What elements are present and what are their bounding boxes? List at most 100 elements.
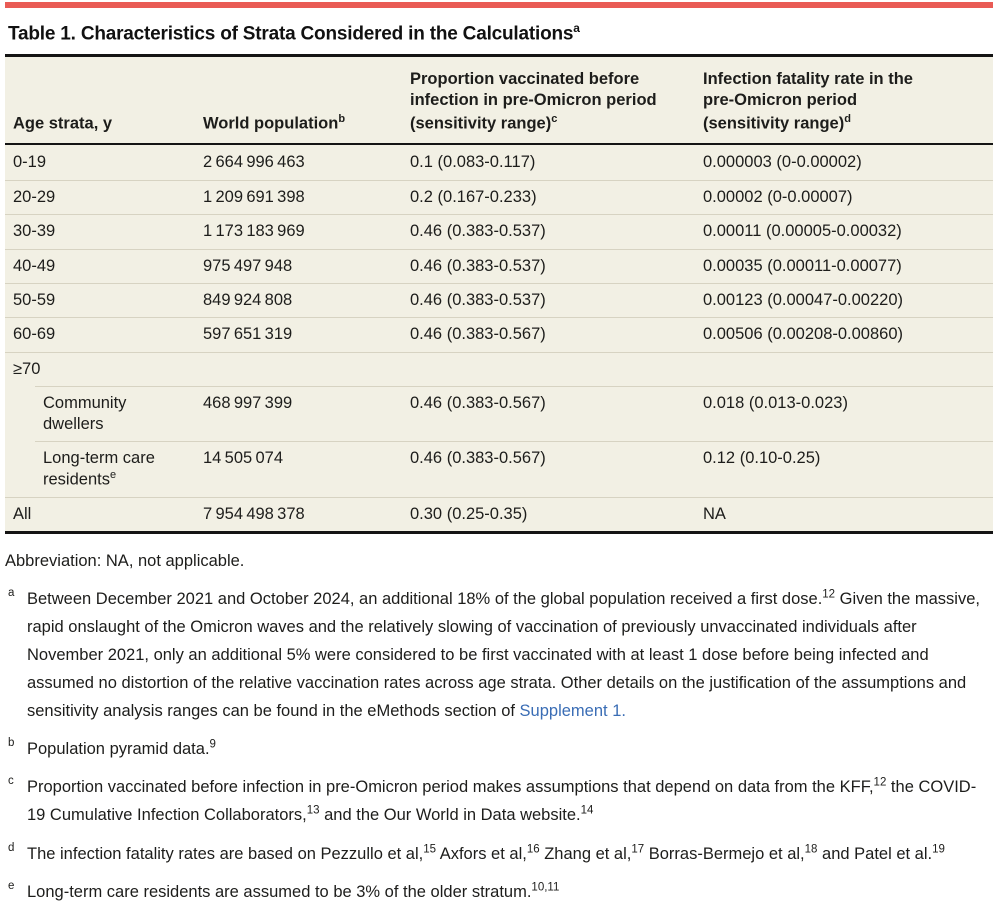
strata-table: Age strata, y World populationb Proporti… (5, 57, 993, 535)
footnote-e: e Long-term care residents are assumed to… (5, 878, 993, 906)
table-row: Community dwellers 468 997 399 0.46 (0.383… (5, 386, 993, 441)
infection-fatality-cell: 0.000003 (0-0.00002) (703, 153, 862, 172)
infection-fatality-cell: 0.018 (0.013-0.023) (703, 394, 848, 413)
supplement-link[interactable]: Supplement 1. (519, 702, 626, 721)
footnotes-section: Abbreviation: NA, not applicable. a Betwee… (5, 547, 993, 906)
table-title: Table 1. Characteristics of Strata Consi… (8, 21, 993, 45)
table-row: 40-49 975 497 948 0.46 (0.383-0.537) 0.0003… (5, 248, 993, 283)
reference-superscript: 19 (932, 843, 945, 856)
reference-superscript: 18 (804, 843, 818, 856)
age-strata-cell: 60-69 (13, 325, 56, 344)
column-header-age-strata: Age strata, y (13, 112, 203, 135)
infection-fatality-cell: 0.00035 (0.00011-0.00077) (703, 256, 902, 275)
footnote-c: c Proportion vaccinated before infection … (5, 773, 993, 829)
reference-superscript: 9 (209, 738, 216, 751)
footnote-letter: a (8, 587, 15, 600)
column-header-label: World population (203, 114, 339, 133)
reference-superscript: 10,11 (531, 881, 560, 894)
column-header-infection-fatality-rate: Infection fatality rate in the pre-Omicr… (703, 69, 955, 134)
world-population-cell: 1 173 183 969 (203, 222, 305, 241)
column-header-sup: c (551, 112, 558, 125)
column-header-label: Proportion vaccinated before infection i… (410, 70, 657, 133)
row-separator (5, 317, 993, 319)
column-header-label: Age strata, y (13, 114, 113, 133)
age-strata-cell: ≥70 (13, 359, 41, 378)
proportion-vaccinated-cell: 0.46 (0.383-0.567) (410, 325, 546, 344)
footnote-letter: c (8, 775, 14, 788)
world-population-cell: 14 505 074 (203, 449, 284, 468)
age-strata-cell: Community dwellers (43, 394, 127, 433)
row-separator (5, 179, 993, 181)
footnote-letter: e (8, 879, 15, 892)
world-population-cell (203, 359, 410, 379)
age-strata-cell: 20-29 (13, 187, 56, 206)
proportion-vaccinated-cell: 0.46 (0.383-0.567) (410, 394, 546, 413)
footnote-b: b Population pyramid data.9 (5, 735, 993, 763)
table-row: 60-69 597 651 319 0.46 (0.383-0.567) 0.0050… (5, 317, 993, 351)
reference-superscript: 17 (631, 843, 645, 856)
world-population-cell: 1 209 691 398 (203, 187, 305, 206)
column-header-world-population: World populationb (203, 112, 410, 135)
age-strata-cell: All (13, 504, 32, 523)
age-strata-cell: Long-term care residentse (43, 449, 155, 489)
accent-bar (5, 2, 993, 8)
table-row: 50-59 849 924 808 0.46 (0.383-0.537) 0.0012… (5, 282, 993, 317)
reference-superscript: 12 (822, 588, 836, 601)
infection-fatality-cell: NA (703, 504, 726, 523)
infection-fatality-cell: 0.00506 (0.00208-0.00860) (703, 325, 903, 344)
footnote-a: a Between December 2021 and October 2024,… (5, 585, 993, 725)
age-strata-cell: 50-59 (13, 290, 56, 309)
column-header-label: Infection fatality rate in the pre-Omicr… (703, 70, 913, 133)
proportion-vaccinated-cell: 0.2 (0.167-0.233) (410, 187, 537, 206)
reference-superscript: 14 (580, 804, 594, 817)
world-population-cell: 849 924 808 (203, 290, 293, 309)
infection-fatality-cell: 0.12 (0.10-0.25) (703, 449, 821, 468)
column-header-sup: d (844, 112, 851, 125)
footnote-marker: e (109, 468, 117, 481)
proportion-vaccinated-cell: 0.46 (0.383-0.537) (410, 222, 546, 241)
row-separator (35, 441, 993, 443)
age-strata-cell: 0-19 (13, 153, 47, 172)
reference-superscript: 16 (526, 843, 540, 856)
proportion-vaccinated-cell: 0.46 (0.383-0.537) (410, 290, 546, 309)
footnote-letter: d (8, 841, 15, 854)
table-title-text: Table 1. Characteristics of Strata Consi… (8, 23, 574, 45)
proportion-vaccinated-cell: 0.1 (0.083-0.117) (410, 153, 536, 172)
world-population-cell: 7 954 498 378 (203, 504, 305, 523)
world-population-cell: 468 997 399 (203, 394, 293, 413)
table-row: Long-term care residentse 14 505 074 0.46 … (5, 441, 993, 496)
reference-superscript: 12 (873, 776, 887, 789)
reference-superscript: 15 (423, 843, 437, 856)
infection-fatality-cell: 0.00011 (0.00005-0.00032) (703, 222, 902, 241)
table-group-row: ≥70 (5, 351, 993, 386)
table-row: 20-29 1 209 691 398 0.2 (0.167-0.233) 0.000… (5, 179, 993, 214)
table-header-row: Age strata, y World populationb Proporti… (5, 57, 993, 143)
table-body: 0-19 2 664 996 463 0.1 (0.083-0.117) 0.0000… (5, 145, 993, 531)
row-separator (5, 496, 993, 498)
table-row: 30-39 1 173 183 969 0.46 (0.383-0.537) 0.00… (5, 214, 993, 248)
proportion-vaccinated-cell: 0.46 (0.383-0.567) (410, 449, 546, 468)
infection-fatality-cell: 0.00123 (0.00047-0.00220) (703, 290, 903, 309)
world-population-cell: 2 664 996 463 (203, 153, 305, 172)
column-header-proportion-vaccinated: Proportion vaccinated before infection i… (410, 69, 676, 134)
infection-fatality-cell: 0.00002 (0-0.00007) (703, 187, 853, 206)
table-row: All 7 954 498 378 0.30 (0.25-0.35) NA (5, 496, 993, 531)
proportion-vaccinated-cell: 0.30 (0.25-0.35) (410, 504, 528, 523)
row-separator (5, 351, 993, 353)
proportion-vaccinated-cell (410, 359, 703, 379)
row-separator (5, 214, 993, 216)
proportion-vaccinated-cell: 0.46 (0.383-0.537) (410, 256, 546, 275)
reference-superscript: 13 (306, 804, 320, 817)
age-strata-cell: 30-39 (13, 222, 56, 241)
world-population-cell: 597 651 319 (203, 325, 293, 344)
age-strata-cell: 40-49 (13, 256, 56, 275)
footnote-d: d The infection fatality rates are based … (5, 840, 993, 868)
column-header-sup: b (338, 112, 346, 125)
table-row: 0-19 2 664 996 463 0.1 (0.083-0.117) 0.0000… (5, 145, 993, 179)
footnote-letter: b (8, 737, 15, 750)
table-title-footnote-marker: a (573, 21, 580, 35)
world-population-cell: 975 497 948 (203, 256, 293, 275)
row-separator (5, 282, 993, 284)
row-separator (35, 386, 993, 388)
